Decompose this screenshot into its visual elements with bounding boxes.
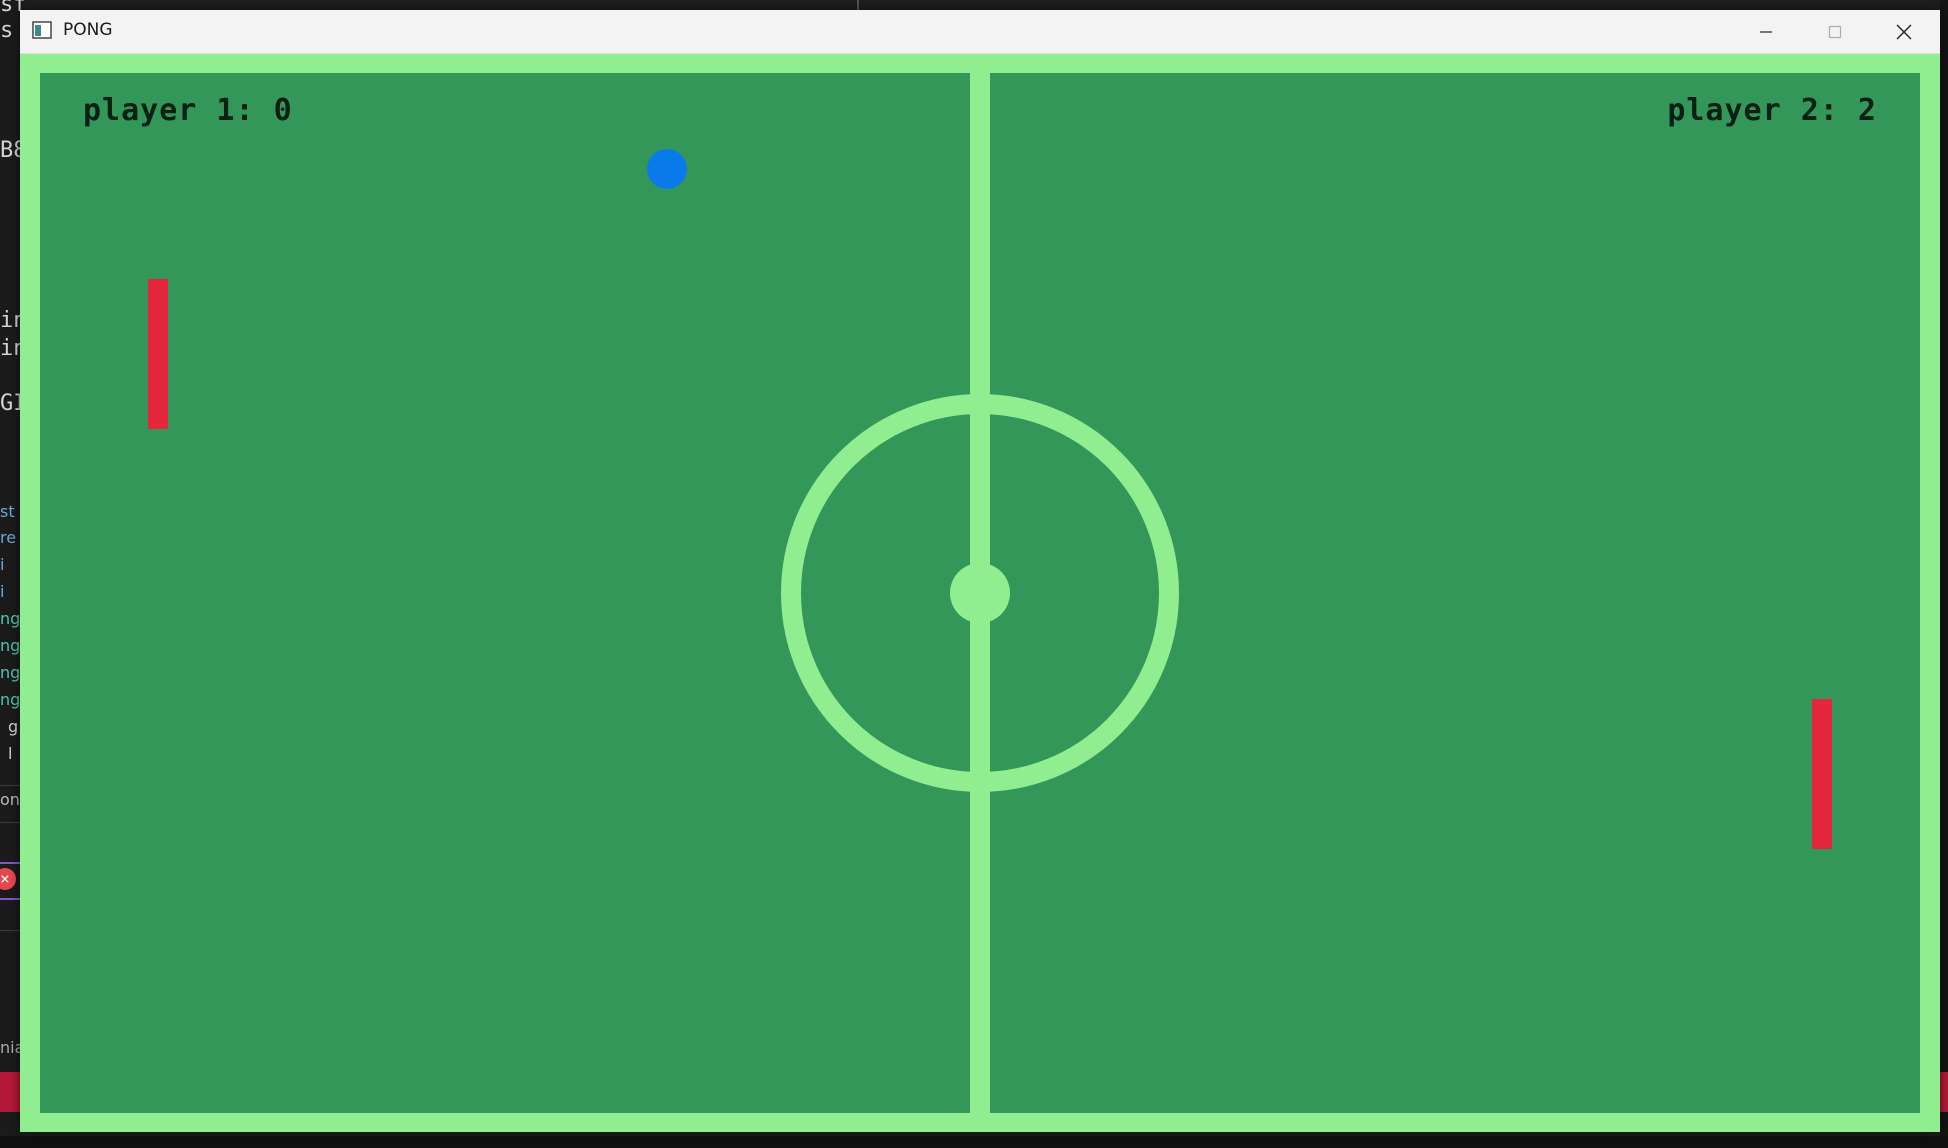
bg-text: i	[0, 582, 5, 601]
bg-divider	[0, 822, 24, 823]
maximize-icon	[1828, 25, 1842, 38]
bg-text: sfully	[0, 0, 24, 17]
title-bar[interactable]: PONG	[20, 10, 1940, 54]
bg-text: on	[0, 790, 20, 809]
minimize-button[interactable]	[1732, 10, 1800, 53]
left-paddle	[148, 279, 168, 429]
window-title: PONG	[63, 20, 113, 40]
bg-divider	[0, 785, 24, 786]
game-field[interactable]: player 1: 0 player 2: 2	[40, 73, 1920, 1113]
close-icon	[1896, 24, 1912, 39]
bg-divider	[857, 0, 859, 12]
minimize-icon	[1760, 30, 1772, 33]
player-2-score: player 2: 2	[1667, 93, 1877, 128]
background-bottom-edge	[0, 1136, 1948, 1148]
pong-window[interactable]: PONG player 1: 0 pla	[20, 10, 1940, 1132]
player-1-score: player 1: 0	[83, 93, 293, 128]
center-spot	[950, 563, 1010, 623]
bg-text: st	[0, 502, 15, 521]
bg-text: i	[0, 555, 5, 574]
field-markings	[148, 73, 1832, 1113]
bg-text: s	[0, 18, 14, 43]
bg-text: ng	[0, 690, 21, 709]
app-window-icon	[32, 21, 52, 39]
bg-text: ng	[0, 636, 21, 655]
error-icon: ×	[0, 868, 16, 890]
maximize-button[interactable]	[1801, 10, 1869, 53]
bg-panel-border	[0, 862, 24, 900]
close-button[interactable]	[1870, 10, 1938, 53]
center-circle	[781, 394, 1179, 792]
bg-divider	[0, 930, 24, 931]
right-paddle	[1812, 699, 1832, 849]
bg-text: g	[8, 717, 19, 736]
background-right-edge	[1940, 0, 1948, 1148]
bg-text: ng	[0, 609, 21, 628]
bg-text: nia	[0, 1038, 24, 1057]
ball	[647, 149, 687, 189]
bg-text: l	[8, 744, 13, 763]
bg-text: re	[0, 528, 17, 547]
bg-text: ng	[0, 663, 21, 682]
